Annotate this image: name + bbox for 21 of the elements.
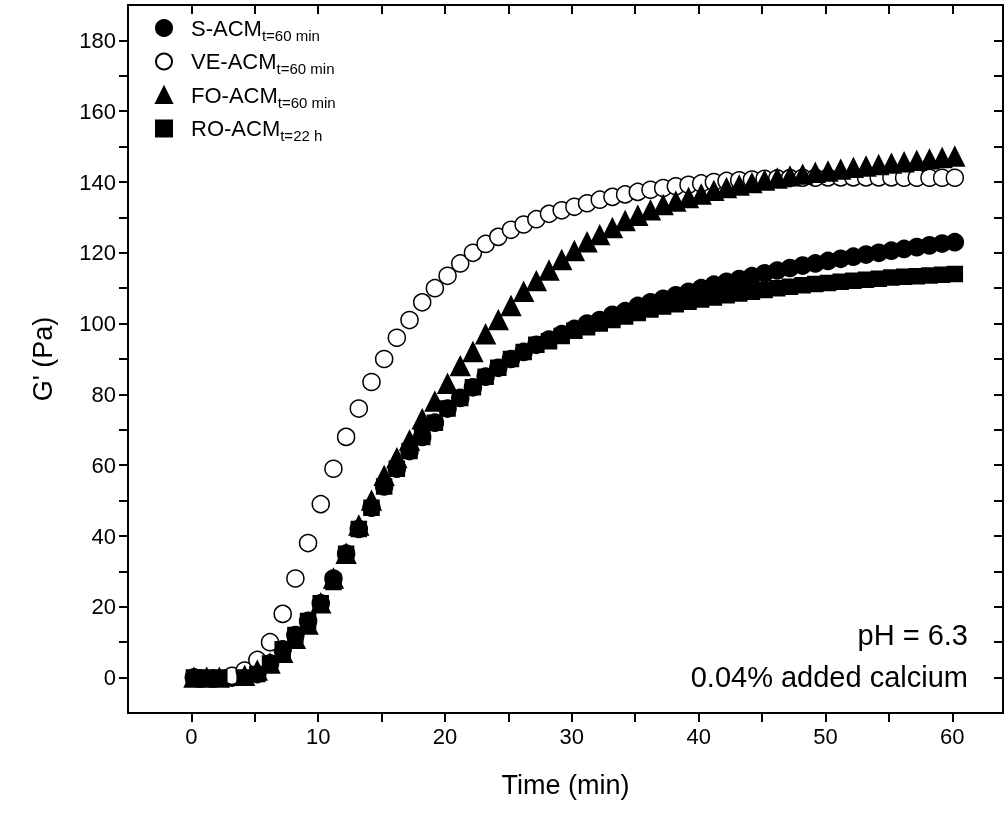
y-tick-label: 160 <box>79 98 116 124</box>
y-tick-label: 40 <box>91 523 116 549</box>
x-tick-label: 30 <box>559 723 585 749</box>
x-axis-title: Time (min) <box>501 769 630 800</box>
y-axis-title: G' (Pa) <box>27 316 58 402</box>
x-tick-label: 40 <box>686 723 711 749</box>
y-tick-label: 20 <box>91 594 116 620</box>
annotation: 0.04% added calcium <box>690 660 968 693</box>
x-tick-label: 60 <box>940 723 965 749</box>
x-tick-label: 20 <box>432 723 458 749</box>
x-tick-label: 0 <box>185 723 198 749</box>
y-tick-label: 140 <box>79 169 116 195</box>
x-tick-label: 10 <box>305 723 331 749</box>
y-tick-label: 180 <box>79 27 116 53</box>
y-tick-label: 60 <box>91 452 116 478</box>
y-tick-label: 80 <box>91 381 116 407</box>
y-tick-label: 0 <box>103 665 116 691</box>
y-tick-label: 100 <box>79 311 116 337</box>
x-tick-label: 50 <box>813 723 838 749</box>
y-tick-label: 120 <box>79 240 116 266</box>
annotation: pH = 6.3 <box>857 618 968 651</box>
